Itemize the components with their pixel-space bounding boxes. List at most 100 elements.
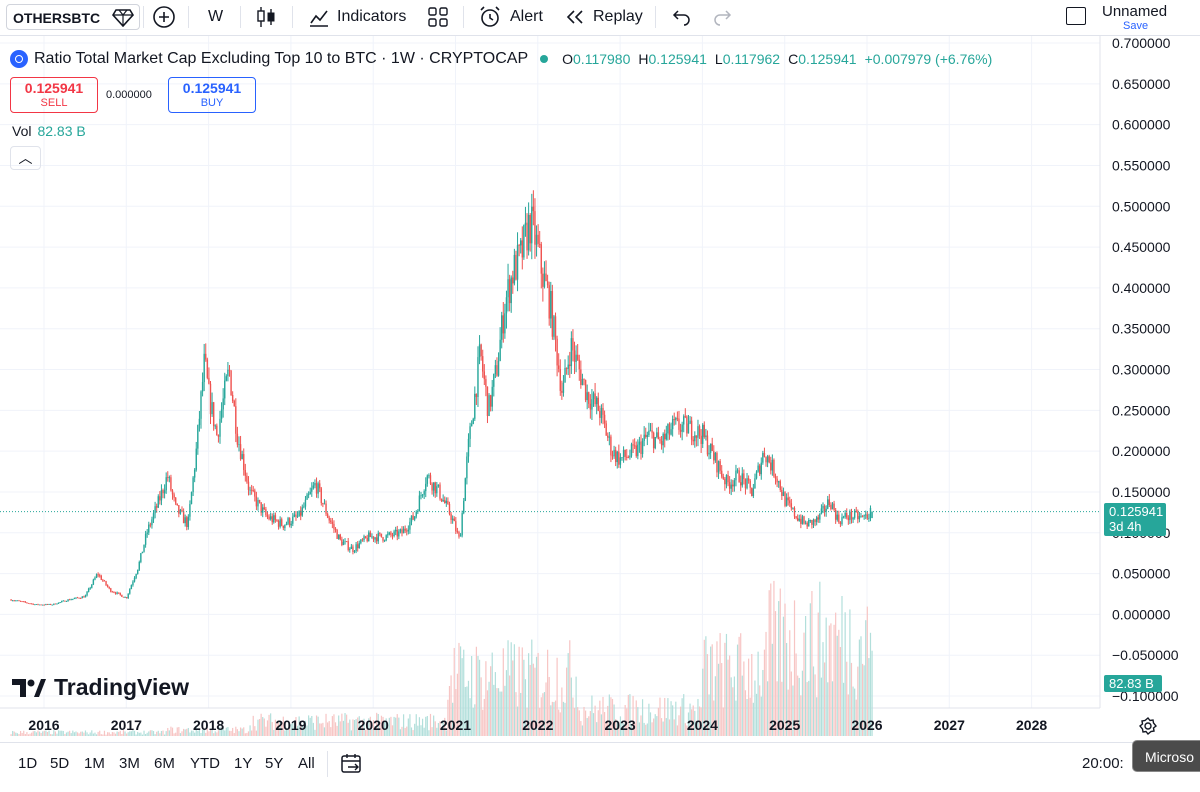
volume-bar bbox=[334, 722, 337, 736]
buy-button[interactable]: 0.125941 BUY bbox=[168, 77, 256, 113]
candle-body bbox=[733, 480, 736, 487]
candle-body bbox=[820, 508, 823, 514]
volume-bar bbox=[24, 733, 26, 736]
clock[interactable]: 20:00: bbox=[1082, 755, 1124, 772]
redo-icon[interactable] bbox=[712, 4, 732, 30]
candle-body bbox=[193, 469, 196, 478]
layout-checkbox-icon[interactable] bbox=[1066, 7, 1086, 25]
candle-body bbox=[127, 593, 129, 598]
candle-body bbox=[798, 518, 800, 521]
sell-button[interactable]: 0.125941 SELL bbox=[10, 77, 98, 113]
volume-bar bbox=[70, 733, 72, 736]
candle-body bbox=[474, 393, 476, 419]
candle-body bbox=[168, 477, 171, 479]
volume-bar bbox=[137, 731, 139, 736]
sell-label: SELL bbox=[40, 97, 68, 109]
candle-body bbox=[349, 548, 351, 550]
diamond-icon[interactable] bbox=[112, 4, 134, 30]
volume-bar bbox=[285, 727, 288, 736]
candle-body bbox=[239, 444, 242, 460]
candle-body bbox=[575, 354, 577, 362]
candle-body bbox=[34, 604, 36, 606]
candle-body bbox=[334, 528, 337, 531]
bottom-toolbar: 1D 5D 1M 3M 6M YTD 1Y 5Y All 20:00: bbox=[0, 742, 1200, 786]
volume-bar bbox=[632, 695, 634, 736]
range-6m[interactable]: 6M bbox=[154, 755, 175, 772]
candle-body bbox=[814, 519, 816, 522]
candle-body bbox=[616, 451, 618, 463]
candle-body bbox=[448, 504, 451, 515]
volume-bar bbox=[510, 642, 512, 736]
volume-bar bbox=[325, 713, 327, 736]
settings-gear-icon[interactable] bbox=[1138, 716, 1158, 736]
replay-button[interactable]: Replay bbox=[565, 4, 643, 30]
candle-body bbox=[415, 511, 417, 517]
range-all[interactable]: All bbox=[298, 755, 315, 772]
candle-body bbox=[819, 513, 821, 520]
candles-icon[interactable] bbox=[256, 4, 276, 30]
volume-bar bbox=[107, 732, 109, 736]
layouts-icon[interactable] bbox=[428, 4, 448, 30]
volume-bar bbox=[641, 699, 644, 736]
volume-bar bbox=[528, 653, 530, 736]
volume-bar bbox=[304, 720, 307, 736]
candle-body bbox=[716, 452, 718, 473]
collapse-legend-button[interactable]: ︿ bbox=[10, 146, 41, 170]
candle-body bbox=[871, 511, 873, 519]
candle-body bbox=[29, 603, 31, 605]
candle-body bbox=[751, 487, 753, 497]
add-symbol-icon[interactable] bbox=[152, 4, 176, 30]
alert-button[interactable]: Alert bbox=[478, 4, 543, 30]
volume-bar bbox=[383, 720, 386, 736]
indicators-icon bbox=[310, 10, 328, 27]
volume-bar bbox=[323, 727, 326, 736]
symbol-search[interactable]: OTHERSBTC bbox=[6, 4, 140, 30]
volume-bar bbox=[800, 695, 802, 736]
range-5d[interactable]: 5D bbox=[50, 755, 70, 772]
candle-body bbox=[572, 338, 574, 351]
volume-bar bbox=[822, 642, 824, 736]
candle-body bbox=[293, 514, 296, 517]
volume-bar bbox=[363, 718, 365, 736]
price-chart[interactable]: 0.700000 0.650000 0.600000 0.550000 0.500000… bbox=[0, 36, 1200, 742]
y-tick-label: 0.200000 bbox=[1112, 443, 1171, 459]
range-5y[interactable]: 5Y bbox=[265, 755, 284, 772]
volume-bar bbox=[868, 658, 870, 736]
volume-bar bbox=[861, 663, 864, 736]
indicators-button[interactable]: Indicators bbox=[308, 4, 406, 30]
volume-bar bbox=[277, 721, 280, 736]
volume-bar bbox=[509, 675, 511, 736]
volume-bar bbox=[301, 724, 303, 736]
candle-body bbox=[656, 432, 658, 438]
candle-body bbox=[250, 489, 253, 491]
volume-bar bbox=[493, 684, 495, 736]
volume-bar bbox=[51, 734, 53, 736]
volume-bar bbox=[469, 698, 471, 736]
volume-bar bbox=[388, 717, 390, 736]
interval-button[interactable]: W bbox=[208, 8, 224, 25]
candle-body bbox=[15, 600, 17, 602]
range-3m[interactable]: 3M bbox=[119, 755, 140, 772]
volume-bar bbox=[683, 694, 685, 736]
candle-body bbox=[396, 529, 398, 537]
cryptocap-logo-icon bbox=[10, 50, 28, 68]
volume-bar bbox=[660, 718, 663, 736]
go-to-date-icon[interactable] bbox=[340, 752, 364, 776]
layout-name[interactable]: Unnamed bbox=[1102, 3, 1168, 20]
volume-bar bbox=[535, 656, 538, 736]
range-1d[interactable]: 1D bbox=[18, 755, 38, 772]
candle-body bbox=[19, 600, 22, 602]
volume-bar bbox=[467, 680, 470, 736]
market-status-icon[interactable] bbox=[540, 55, 549, 63]
candle-body bbox=[385, 535, 387, 541]
candle-body bbox=[187, 516, 190, 527]
undo-icon[interactable] bbox=[672, 4, 692, 30]
candle-body bbox=[211, 402, 213, 415]
save-button[interactable]: Save bbox=[1123, 20, 1149, 32]
volume-bar bbox=[611, 698, 614, 736]
volume-bar bbox=[439, 721, 441, 736]
range-1y[interactable]: 1Y bbox=[234, 755, 253, 772]
range-ytd[interactable]: YTD bbox=[190, 755, 220, 772]
range-1m[interactable]: 1M bbox=[84, 755, 105, 772]
volume-bar bbox=[232, 727, 234, 736]
